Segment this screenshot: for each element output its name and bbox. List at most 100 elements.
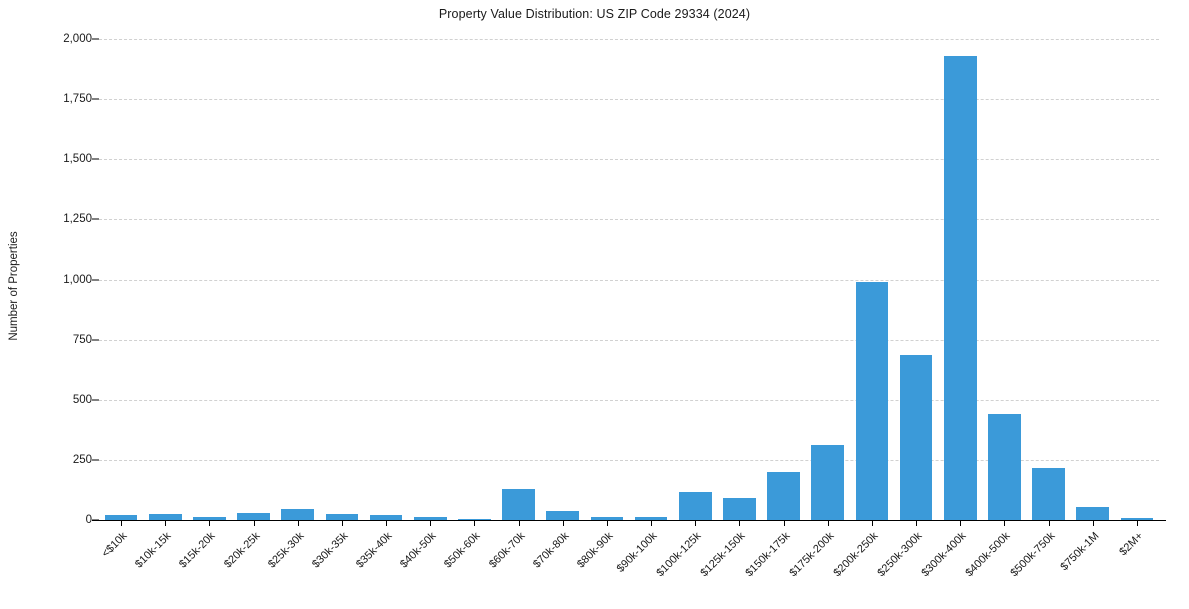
bar [590, 516, 624, 520]
bar [148, 514, 182, 520]
x-tick-label: $150k-175k [742, 530, 793, 580]
x-tick-mark [341, 520, 343, 526]
bar [855, 281, 889, 520]
bar [899, 355, 933, 520]
x-axis-spine [92, 520, 1166, 521]
bar [413, 516, 447, 520]
y-tick-label: 1,750 [63, 93, 92, 106]
x-tick-label: $60k-70k [486, 530, 528, 571]
bar [988, 413, 1021, 520]
x-tick-label: $50k-60k [442, 530, 483, 571]
plot-area [99, 39, 1159, 520]
y-tick-mark [92, 339, 99, 341]
x-tick-label: $100k-125k [654, 530, 704, 580]
x-tick-mark [871, 520, 873, 526]
x-tick-mark [606, 520, 608, 526]
x-tick-label: $40k-50k [398, 530, 439, 571]
x-tick-label: $750k-1M [1058, 530, 1102, 574]
gridline [99, 159, 1159, 161]
bar [458, 518, 491, 520]
bar [678, 492, 712, 520]
bar [1032, 468, 1065, 520]
x-tick-label: $25k-30k [265, 530, 307, 571]
x-tick-mark [297, 520, 299, 526]
y-tick-mark [92, 158, 99, 160]
x-tick-mark [783, 520, 785, 526]
x-tick-label: $70k-80k [530, 530, 572, 571]
y-tick-label: 0 [85, 514, 92, 526]
bar [1120, 517, 1154, 520]
y-tick-label: 1,250 [63, 213, 92, 226]
y-tick-label: 500 [72, 393, 92, 406]
x-tick-mark [960, 520, 962, 526]
x-tick-mark [430, 520, 432, 526]
x-tick-mark [165, 520, 167, 526]
bar [1076, 506, 1110, 520]
gridline [99, 459, 1159, 461]
x-tick-label: $20k-25k [221, 530, 263, 571]
x-tick-mark [386, 520, 388, 526]
x-tick-mark [562, 520, 564, 526]
gridline [99, 39, 1159, 40]
x-tick-label: $175k-200k [787, 530, 837, 580]
x-tick-mark [474, 520, 476, 526]
chart-title: Property Value Distribution: US ZIP Code… [438, 7, 751, 21]
bar [634, 517, 668, 520]
bar [943, 55, 977, 520]
x-tick-mark [827, 520, 829, 526]
bar [723, 498, 756, 520]
y-tick-mark [92, 399, 99, 401]
x-tick-mark [739, 520, 741, 526]
x-tick-label: $250k-300k [875, 530, 925, 580]
x-tick-label: $200k-250k [831, 530, 881, 580]
y-tick-label: 250 [72, 453, 92, 466]
bar [767, 472, 800, 520]
x-tick-label: $80k-90k [574, 530, 616, 571]
gridline [99, 339, 1159, 341]
y-tick-label: 1,500 [63, 153, 92, 166]
y-tick-label: 750 [72, 333, 92, 346]
x-tick-mark [518, 520, 520, 526]
gridline [99, 279, 1159, 281]
x-tick-label: $15k-20k [177, 530, 218, 571]
bar [237, 513, 270, 520]
bar [325, 514, 359, 520]
x-tick-label: $35k-40k [354, 530, 395, 571]
gridline [99, 399, 1159, 401]
x-tick-mark [209, 520, 211, 526]
y-tick-mark [92, 38, 99, 40]
x-tick-label: $30k-35k [309, 530, 351, 571]
x-tick-mark [1004, 520, 1006, 526]
y-tick-label: 1,000 [63, 273, 92, 286]
x-tick-label: $90k-100k [614, 530, 660, 575]
y-tick-mark [92, 98, 99, 100]
x-tick-label: $10k-15k [133, 530, 174, 571]
gridline [99, 219, 1159, 221]
bar [193, 516, 226, 520]
x-tick-label: $125k-150k [698, 530, 748, 580]
x-tick-label: $400k-500k [963, 530, 1013, 580]
x-tick-mark [121, 520, 123, 526]
bar [546, 510, 580, 520]
x-tick-label: <$10k [99, 530, 130, 560]
x-tick-mark [1092, 520, 1094, 526]
x-tick-mark [1136, 520, 1138, 526]
y-tick-mark [92, 218, 99, 220]
y-tick-label: 2,000 [63, 33, 92, 45]
x-tick-label: $500k-750k [1007, 530, 1058, 580]
x-tick-mark [695, 520, 697, 526]
bar [104, 515, 138, 520]
bar [502, 489, 535, 520]
y-tick-mark [92, 279, 99, 280]
x-tick-mark [916, 520, 918, 526]
y-tick-mark [92, 459, 99, 461]
x-tick-label: $300k-400k [919, 530, 969, 580]
x-tick-mark [253, 520, 255, 526]
bar [811, 445, 845, 520]
x-tick-mark [651, 520, 653, 526]
gridline [99, 99, 1159, 101]
chart-figure: Property Value Distribution: US ZIP Code… [8, 7, 1166, 580]
bar [281, 508, 315, 520]
x-tick-label: $2M+ [1117, 530, 1146, 559]
x-tick-mark [1048, 520, 1050, 526]
